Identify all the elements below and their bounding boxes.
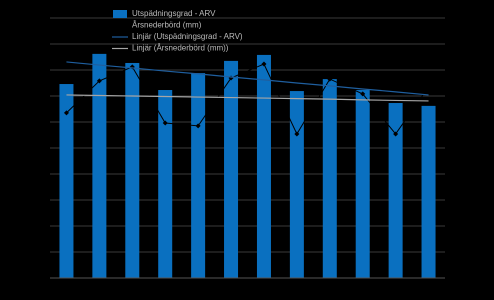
line-marker: [327, 76, 333, 82]
trend-line: [66, 61, 429, 96]
bar: [421, 105, 436, 278]
legend-marker: [117, 23, 123, 28]
line-marker: [162, 120, 168, 126]
bar: [158, 90, 173, 279]
bar: [388, 103, 403, 279]
bar: [92, 53, 107, 278]
legend-label: Linjär (Utspädningsgrad - ARV): [132, 32, 243, 41]
line-marker: [261, 61, 267, 67]
line-marker: [426, 84, 432, 90]
bar: [355, 90, 370, 279]
bar: [59, 84, 74, 278]
line: [66, 63, 429, 136]
line-marker: [96, 78, 102, 84]
trend-line: [66, 94, 429, 102]
legend-label: Årsnederbörd (mm): [132, 21, 202, 30]
bar: [289, 91, 304, 278]
line-marker: [63, 110, 69, 116]
line-marker: [294, 131, 300, 137]
bar: [125, 62, 140, 279]
line-marker: [195, 123, 201, 129]
line-marker: [360, 91, 366, 97]
bar: [322, 79, 337, 278]
legend-label: Utspädningsgrad - ARV: [132, 9, 216, 18]
bar: [224, 60, 239, 279]
legend-label: Linjär (Årsnederbörd (mm)): [132, 44, 229, 53]
line-marker: [393, 131, 399, 137]
bar: [191, 73, 206, 279]
legend-swatch: [113, 10, 127, 18]
bar: [256, 54, 271, 278]
